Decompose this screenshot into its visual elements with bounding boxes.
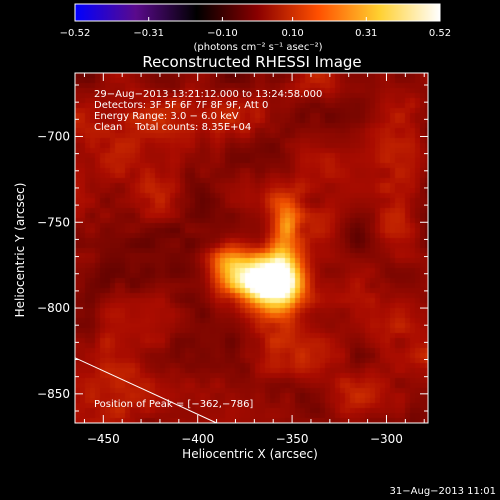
y-axis-label: Heliocentric Y (arcsec) [13, 183, 27, 318]
observation-annotations: 29−Aug−2013 13:21:12.000 to 13:24:58.000… [94, 89, 322, 133]
chart-title: Reconstructed RHESSI Image [142, 53, 361, 71]
footer-timestamp: 31−Aug−2013 11:01 [390, 486, 496, 497]
x-axis-label: Heliocentric X (arcsec) [182, 447, 318, 461]
y-tick-label: −800 [37, 301, 70, 315]
x-tick-label: −400 [181, 432, 214, 446]
x-tick-label: −350 [276, 432, 309, 446]
colorbar-tick-label: 0.52 [429, 28, 451, 39]
colorbar: −0.52 −0.31 −0.10 0.10 0.31 0.52 (photons cm⁻… [60, 3, 451, 53]
colorbar-tick-label: 0.10 [281, 28, 303, 39]
y-axis: −700 −750 −800 −850 [37, 84, 428, 412]
plot-frame [74, 72, 429, 424]
colorbar-label: (photons cm⁻² s⁻¹ asec⁻²) [193, 42, 322, 53]
heatmap-image [75, 73, 428, 423]
annotation-detectors: Detectors: 3F 5F 6F 7F 8F 9F, Att 0 [94, 100, 268, 111]
y-tick-label: −850 [37, 387, 70, 401]
colorbar-tick-label: −0.31 [133, 28, 164, 39]
peak-position-label: Position of Peak = [−362,−786] [94, 399, 253, 410]
annotation-time-range: 29−Aug−2013 13:21:12.000 to 13:24:58.000 [94, 89, 322, 100]
x-axis: −450 −400 −350 −300 [83, 73, 425, 446]
colorbar-tick-label: 0.31 [355, 28, 377, 39]
x-tick-label: −300 [370, 432, 403, 446]
y-tick-label: −750 [37, 215, 70, 229]
x-tick-label: −450 [87, 432, 120, 446]
solar-limb-line [74, 357, 217, 424]
y-tick-label: −700 [37, 129, 70, 143]
colorbar-gradient [74, 3, 441, 22]
annotation-clean-counts: Clean Total counts: 8.35E+04 [94, 122, 251, 133]
colorbar-tick-label: −0.10 [207, 28, 238, 39]
colorbar-tick-label: −0.52 [60, 28, 91, 39]
annotation-energy-range: Energy Range: 3.0 − 6.0 keV [94, 111, 239, 122]
